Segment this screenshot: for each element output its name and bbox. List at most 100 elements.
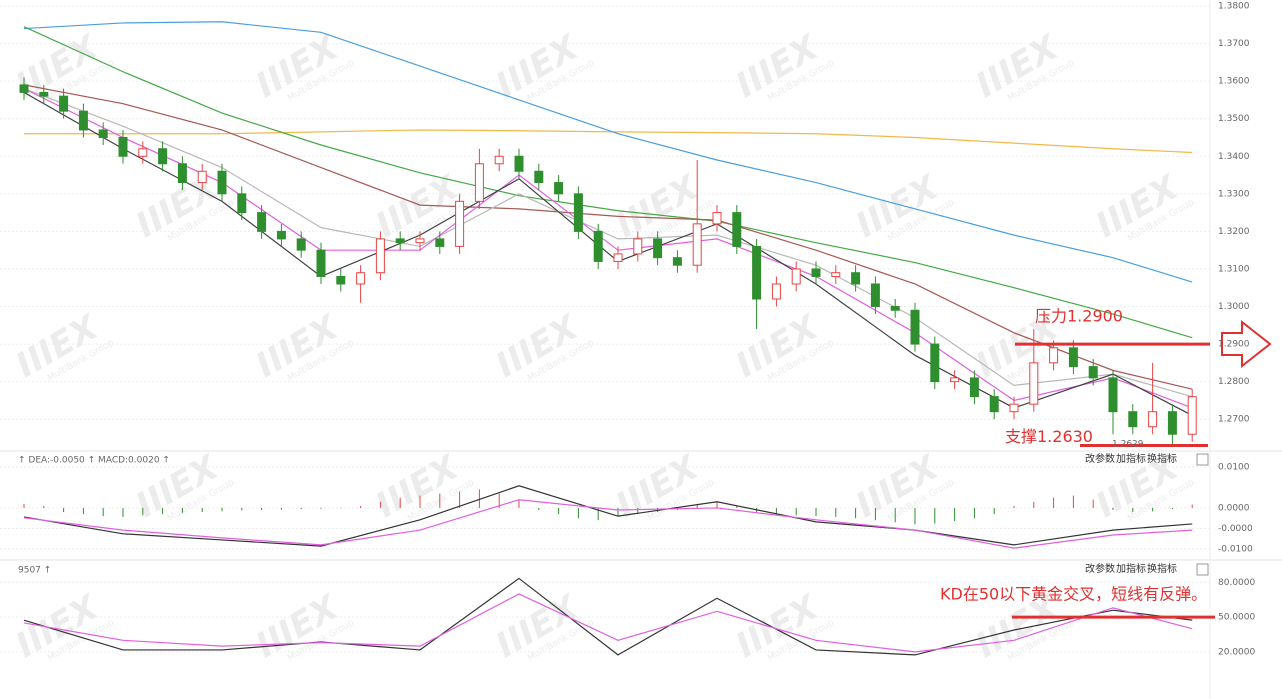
candle-body — [732, 212, 742, 247]
candle-body — [19, 84, 29, 93]
candle-body — [59, 95, 69, 112]
candle-body — [633, 238, 643, 255]
candle-body — [1068, 347, 1078, 368]
candle-body — [870, 283, 880, 308]
annotation: 压力1.2900 — [1035, 307, 1123, 326]
candle-body — [1009, 403, 1019, 413]
candle-body — [316, 249, 326, 277]
candle-body — [98, 129, 108, 138]
annotation: 支撑1.2630 — [1005, 427, 1093, 446]
candle-body — [771, 283, 781, 300]
y-tick-label: 1.3600 — [1218, 77, 1250, 87]
candle-body — [1108, 377, 1118, 413]
candle-body — [672, 257, 682, 266]
panel-header: 9507 ↑ — [18, 566, 51, 576]
candle-body — [969, 377, 979, 398]
panel-button[interactable]: 换指标 — [1147, 452, 1177, 465]
candle-body — [989, 396, 999, 413]
y-tick-label: 20.0000 — [1218, 647, 1255, 657]
candle-body — [494, 155, 504, 165]
candle-body — [78, 110, 88, 131]
y-tick-label: 1.2900 — [1218, 340, 1250, 350]
candle-body — [1088, 366, 1098, 379]
y-tick-label: 1.3300 — [1218, 189, 1250, 199]
candle-body — [593, 230, 603, 262]
candle-body — [158, 148, 168, 165]
annotation: KD在50以下黄金交叉，短线有反弹。 — [940, 585, 1207, 604]
panel-button[interactable]: 换指标 — [1147, 562, 1177, 575]
candle-body — [217, 170, 227, 195]
y-tick-label: 1.2700 — [1218, 415, 1250, 425]
candle-body — [950, 377, 960, 383]
candle-body — [712, 212, 722, 225]
panel-button[interactable]: 改参数 — [1085, 562, 1115, 575]
candle-body — [1029, 362, 1039, 405]
candle-body — [930, 343, 940, 383]
candle-body — [336, 275, 346, 285]
candle-body — [237, 193, 247, 214]
low-label: 1.2629 — [1112, 439, 1144, 449]
candle-body — [455, 200, 465, 247]
y-tick-label: 1.3800 — [1218, 2, 1250, 12]
candle-body — [395, 238, 405, 244]
candle-body — [692, 223, 702, 266]
candle-body — [276, 230, 286, 240]
indicator-line — [23, 26, 1193, 339]
candle-body — [257, 212, 267, 232]
y-tick-label: 0.0100 — [1218, 462, 1250, 472]
candle-body — [910, 309, 920, 345]
candle-body — [554, 182, 564, 195]
y-tick-label: 80.0000 — [1218, 578, 1255, 588]
y-tick-label: 1.3500 — [1218, 114, 1250, 124]
candle-body — [514, 155, 524, 172]
candle-body — [375, 238, 385, 274]
candle-body — [653, 238, 663, 259]
candle-body — [573, 193, 583, 232]
y-tick-label: 1.3700 — [1218, 39, 1250, 49]
candle-body — [435, 238, 445, 247]
y-tick-label: 1.3200 — [1218, 227, 1250, 237]
indicator-line — [23, 84, 1193, 390]
y-tick-label: 1.3000 — [1218, 302, 1250, 312]
y-tick-label: 0.0000 — [1218, 503, 1250, 513]
y-tick-label: -0.0100 — [1218, 544, 1253, 554]
panel-header: ↑ DEA:-0.0050 ↑ MACD:0.0020 ↑ — [18, 456, 170, 466]
candle-body — [296, 238, 306, 251]
candle-body — [39, 91, 49, 97]
candle-body — [1187, 396, 1197, 435]
panel-button[interactable]: 加指标 — [1116, 562, 1146, 575]
indicator-line — [23, 21, 1193, 283]
indicator-line — [23, 485, 1193, 547]
candle-body — [890, 306, 900, 311]
candle-body — [474, 163, 484, 202]
candle-body — [613, 253, 623, 262]
panel-button[interactable]: 加指标 — [1116, 452, 1146, 465]
indicator-line — [23, 593, 1193, 653]
indicator-line — [23, 577, 1193, 656]
panel-button[interactable]: 改参数 — [1085, 452, 1115, 465]
y-tick-label: 50.0000 — [1218, 613, 1255, 623]
candle-body — [1148, 411, 1158, 428]
candle-body — [1128, 411, 1138, 428]
arrow — [1221, 319, 1272, 369]
indicator-line — [23, 499, 1193, 549]
candle-body — [752, 245, 762, 300]
y-tick-label: -0.0000 — [1218, 524, 1253, 534]
candle-body — [534, 170, 544, 184]
close-button[interactable] — [1196, 563, 1209, 576]
close-button[interactable] — [1196, 453, 1209, 466]
candle-body — [177, 163, 187, 184]
candle-body — [1049, 347, 1059, 364]
candle-body — [851, 272, 861, 285]
indicator-line — [24, 129, 1193, 154]
y-tick-label: 1.2800 — [1218, 377, 1250, 387]
candle-body — [1167, 411, 1177, 435]
y-tick-label: 1.3100 — [1218, 264, 1250, 274]
candle-body — [415, 238, 425, 244]
candle-body — [831, 272, 841, 277]
candle-body — [118, 136, 128, 157]
candle-body — [356, 272, 366, 285]
